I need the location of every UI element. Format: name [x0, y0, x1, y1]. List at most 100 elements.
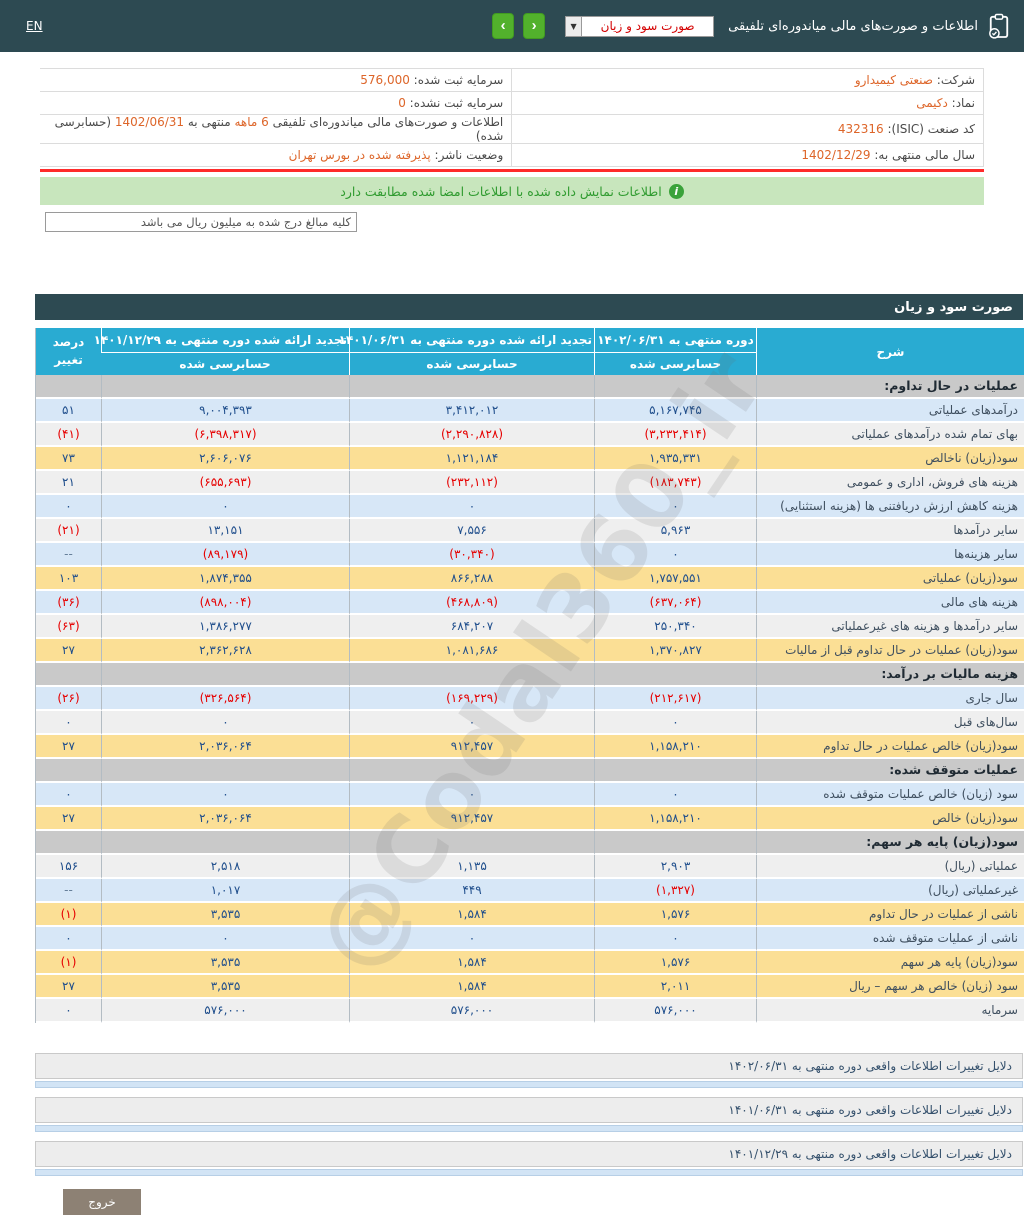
percent-change-cell: ۷۳ [36, 447, 101, 471]
reason-bar-label: دلایل تغییرات اطلاعات واقعی دوره منتهی ب… [728, 1059, 1012, 1073]
value-cell: ۲,۶۰۶,۰۷۶ [101, 447, 349, 471]
info-cell-left: وضعیت ناشر: پذیرفته شده در بورس تهران [40, 143, 513, 167]
value-cell: (۲,۲۹۰,۸۲۸) [349, 423, 594, 447]
value-cell: ۱,۵۸۴ [349, 903, 594, 927]
column-header-period-restated-2: تجدید ارائه شده دوره منتهی به ۱۴۰۱/۱۲/۲۹ [94, 328, 349, 352]
statement-title: صورت سود و زیان [35, 294, 1023, 320]
statement-row: سرمایه ۵۷۶,۰۰۰ ۵۷۶,۰۰۰ ۵۷۶,۰۰۰ ۰ [36, 999, 1024, 1023]
value-cell: (۱,۳۲۷) [594, 879, 756, 903]
section-row: عملیات متوقف شده: [36, 759, 1024, 783]
company-info-row: شرکت: صنعتی کیمیدارو سرمایه ثبت شده: 576,… [40, 68, 984, 92]
next-statement-button[interactable]: › [523, 13, 546, 39]
percent-change-cell: ۰ [36, 495, 101, 519]
statement-row: هزینه کاهش ارزش دریافتنی ها (هزینه استثن… [36, 495, 1024, 519]
statement-row: سایر درآمدها ۵,۹۶۳ ۷,۵۵۶ ۱۳,۱۵۱ (۲۱) [36, 519, 1024, 543]
statement-row: سود (زیان) خالص عملیات متوقف شده ۰ ۰ ۰ ۰ [36, 783, 1024, 807]
statement-row: سال‌های قبل ۰ ۰ ۰ ۰ [36, 711, 1024, 735]
percent-change-cell: ۰ [36, 999, 101, 1023]
column-header-description: شرح [756, 328, 1024, 375]
value-cell: ۳,۵۳۵ [101, 975, 349, 999]
language-link-en[interactable]: EN [20, 18, 49, 34]
percent-change-cell: (۲۱) [36, 519, 101, 543]
value-cell: ۰ [349, 927, 594, 951]
value-cell: ۱,۵۸۴ [349, 951, 594, 975]
info-cell-left: سرمایه ثبت شده: 576,000 [40, 68, 513, 92]
prev-statement-button[interactable]: ‹ [492, 13, 515, 39]
empty-cell [101, 759, 349, 783]
value-cell: ۴۴۹ [349, 879, 594, 903]
statement-row: سود (زیان) خالص هر سهم – ریال ۲,۰۱۱ ۱,۵۸۴ ۳… [36, 975, 1024, 999]
reason-bar-label: دلایل تغییرات اطلاعات واقعی دوره منتهی ب… [728, 1103, 1012, 1117]
value-cell: ۱,۵۷۶ [594, 903, 756, 927]
statement-row: سود(زیان) خالص عملیات در حال تداوم ۱,۱۵۸,… [36, 735, 1024, 759]
info-label: سرمایه ثبت شده: [409, 73, 504, 87]
info-value: 576,000 [360, 73, 410, 87]
empty-cell [594, 831, 756, 855]
percent-change-cell: ۵۱ [36, 399, 101, 423]
row-label: عملیاتی (ریال) [756, 855, 1024, 879]
value-cell: ۲,۰۳۶,۰۶۴ [101, 807, 349, 831]
reason-bar-label: دلایل تغییرات اطلاعات واقعی دوره منتهی ب… [728, 1147, 1012, 1161]
value-cell: ۱,۵۷۶ [594, 951, 756, 975]
info-cell-left: سرمایه ثبت نشده: 0 [40, 91, 513, 115]
percent-change-cell: ۲۱ [36, 471, 101, 495]
column-header-period-current: دوره منتهی به ۱۴۰۲/۰۶/۳۱ [594, 328, 756, 352]
info-label: وضعیت ناشر: [430, 148, 504, 162]
value-cell: (۱۶۹,۲۲۹) [349, 687, 594, 711]
percent-change-cell: -- [36, 543, 101, 567]
value-cell: (۸۹,۱۷۹) [101, 543, 349, 567]
value-cell: ۱,۱۲۱,۱۸۴ [349, 447, 594, 471]
info-cell-right: نماد: دکیمی [511, 91, 984, 115]
percent-change-cell: ۰ [36, 927, 101, 951]
value-cell: ۰ [594, 927, 756, 951]
value-cell: (۶,۳۹۸,۳۱۷) [101, 423, 349, 447]
percent-change-cell: ۱۵۶ [36, 855, 101, 879]
value-cell: ۱,۵۸۴ [349, 975, 594, 999]
column-header-audited-3: حسابرسی شده [101, 352, 349, 375]
info-icon: i [668, 183, 684, 199]
value-cell: ۱,۱۵۸,۲۱۰ [594, 735, 756, 759]
reason-bar-panel [35, 1169, 1023, 1176]
info-label: کد صنعت (ISIC): [883, 122, 975, 136]
value-cell: (۳,۲۳۲,۴۱۴) [594, 423, 756, 447]
empty-cell [349, 663, 594, 687]
percent-change-cell: ۲۷ [36, 975, 101, 999]
statement-row: درآمدهای عملیاتی ۵,۱۶۷,۷۴۵ ۳,۴۱۲,۰۱۲ ۹,۰۰۴,… [36, 399, 1024, 423]
value-cell: ۰ [101, 711, 349, 735]
exit-button[interactable]: خروج [63, 1189, 141, 1215]
value-cell: ۰ [594, 711, 756, 735]
info-label: شرکت: [932, 73, 975, 87]
info-value: 0 [398, 96, 406, 110]
row-label: سود(زیان) خالص [756, 807, 1024, 831]
reason-bar[interactable]: دلایل تغییرات اطلاعات واقعی دوره منتهی ب… [35, 1097, 1023, 1123]
dropdown-arrow-icon[interactable]: ▼ [565, 15, 583, 37]
statement-row: هزینه های مالی (۶۳۷,۰۶۴) (۴۶۸,۸۰۹) (۸۹۸,۰۰۴… [36, 591, 1024, 615]
section-row: عملیات در حال تداوم: [36, 375, 1024, 399]
reason-bar[interactable]: دلایل تغییرات اطلاعات واقعی دوره منتهی ب… [35, 1053, 1023, 1079]
statement-table: شرح دوره منتهی به ۱۴۰۲/۰۶/۳۱ تجدید ارائه… [35, 328, 1024, 1023]
row-label: سال‌های قبل [756, 711, 1024, 735]
value-cell: ۱,۷۵۷,۵۵۱ [594, 567, 756, 591]
red-divider [40, 169, 984, 172]
empty-cell [349, 375, 594, 399]
statement-row: سال جاری (۲۱۲,۶۱۷) (۱۶۹,۲۲۹) (۳۲۶,۵۶۴) (۲۶) [36, 687, 1024, 711]
value-cell: ۵۷۶,۰۰۰ [349, 999, 594, 1023]
info-label: (حسابرسی شده) [54, 115, 504, 143]
value-cell: ۱,۳۷۰,۸۲۷ [594, 639, 756, 663]
percent-change-cell: (۳۶) [36, 591, 101, 615]
value-cell: ۰ [594, 783, 756, 807]
value-cell: ۵,۱۶۷,۷۴۵ [594, 399, 756, 423]
statement-row: سود(زیان) پایه هر سهم ۱,۵۷۶ ۱,۵۸۴ ۳,۵۳۵ (۱) [36, 951, 1024, 975]
percent-change-cell: ۱۰۳ [36, 567, 101, 591]
column-header-period-restated-1: تجدید ارائه شده دوره منتهی به ۱۴۰۱/۰۶/۳۱ [339, 328, 594, 352]
reason-bar[interactable]: دلایل تغییرات اطلاعات واقعی دوره منتهی ب… [35, 1141, 1023, 1167]
statement-select[interactable]: ▼ صورت سود و زیان [565, 15, 715, 37]
value-cell: ۲,۳۶۲,۶۲۸ [101, 639, 349, 663]
value-cell: ۰ [349, 495, 594, 519]
empty-cell [594, 663, 756, 687]
value-cell: ۱,۹۳۵,۳۳۱ [594, 447, 756, 471]
empty-cell [349, 759, 594, 783]
value-cell: (۴۶۸,۸۰۹) [349, 591, 594, 615]
percent-change-cell: ۲۷ [36, 639, 101, 663]
value-cell: ۹۱۲,۴۵۷ [349, 807, 594, 831]
